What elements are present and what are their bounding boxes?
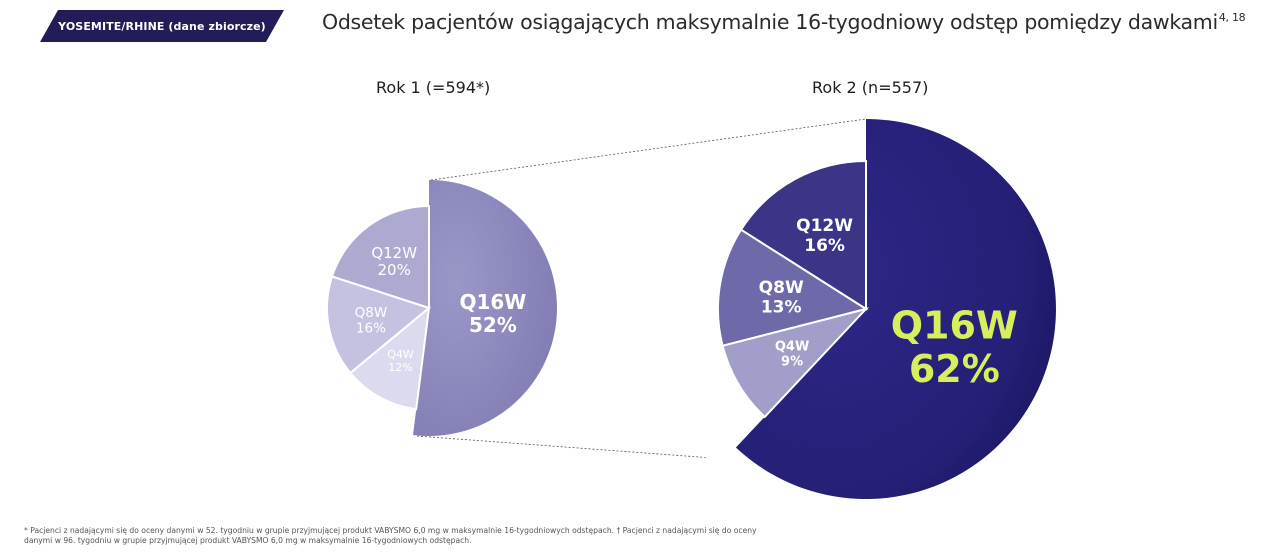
pie1-value-q16w: 52% <box>469 313 517 337</box>
pie2-label-q12w: Q12W <box>796 216 853 236</box>
pie1-label-q12w: Q12W <box>371 244 417 262</box>
pie1-label-q16w: Q16W <box>459 290 526 314</box>
pie-year2-title: Rok 2 (n=557) <box>812 78 929 97</box>
pie2-slice-q16w <box>735 119 1056 499</box>
pie2-label-q4w: Q4W <box>775 340 809 355</box>
pie1-value-q4w: 12% <box>388 361 412 374</box>
pie2-label-q8w: Q8W <box>759 278 804 298</box>
connector-top <box>430 118 867 181</box>
page-title: Odsetek pacjentów osiągających maksymaln… <box>322 10 1246 34</box>
pie2-value-q8w: 13% <box>761 298 802 318</box>
pie1-value-q8w: 16% <box>356 321 386 337</box>
pie2-value-q4w: 9% <box>781 355 803 370</box>
pie1-slice-q4w <box>348 305 431 411</box>
pie2-slice-q4w <box>721 307 870 419</box>
title-refs: 4, 18 <box>1218 11 1246 25</box>
pie1-slice-q12w <box>330 204 430 310</box>
pie1-slice-q8w <box>326 275 432 375</box>
pie2-slice-q8w <box>716 228 869 348</box>
pie1-value-q12w: 20% <box>378 261 411 279</box>
title-text: Odsetek pacjentów osiągających maksymaln… <box>322 10 1218 34</box>
pie2-value-q16w: 62% <box>909 347 1000 391</box>
pie-year1-title: Rok 1 (=594*) <box>376 78 491 97</box>
pie2-slice-q12w <box>739 159 867 311</box>
study-badge: YOSEMITE/RHINE (dane zbiorcze) <box>40 10 284 42</box>
pie1-slice-q16w <box>413 180 557 436</box>
pie2-label-q16w: Q16W <box>891 303 1018 347</box>
connector-bottom <box>416 435 706 458</box>
pie2-value-q12w: 16% <box>804 236 845 256</box>
footnote: * Pacjenci z nadającymi się do oceny dan… <box>24 526 757 545</box>
pie1-label-q4w: Q4W <box>387 348 414 361</box>
pie1-label-q8w: Q8W <box>355 305 388 321</box>
